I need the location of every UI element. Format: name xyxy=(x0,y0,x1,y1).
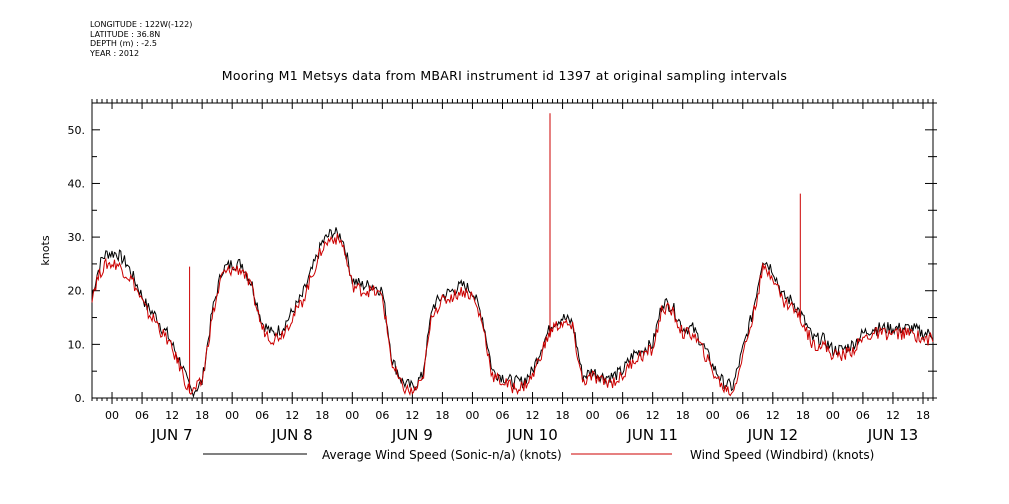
legend: Average Wind Speed (Sonic-n/a) (knots) Wi… xyxy=(203,448,874,462)
plot-frame xyxy=(91,102,934,399)
x-day-label: JUN 9 xyxy=(391,426,433,444)
x-hour-label: 12 xyxy=(405,409,419,422)
x-hour-label: 06 xyxy=(736,409,750,422)
x-hour-label: 12 xyxy=(526,409,540,422)
x-hour-label: 18 xyxy=(556,409,570,422)
x-hour-label: 12 xyxy=(646,409,660,422)
legend-label-windbird: Wind Speed (Windbird) (knots) xyxy=(690,448,874,462)
x-hour-label: 06 xyxy=(375,409,389,422)
x-day-label: JUN 11 xyxy=(626,426,677,444)
x-hour-label: 00 xyxy=(465,409,479,422)
y-tick-label: 20. xyxy=(68,285,86,298)
x-hour-label: 18 xyxy=(916,409,930,422)
x-day-label: JUN 13 xyxy=(867,426,918,444)
x-hour-label: 18 xyxy=(315,409,329,422)
x-hour-label: 18 xyxy=(796,409,810,422)
x-hour-label: 00 xyxy=(345,409,359,422)
x-day-label: JUN 7 xyxy=(151,426,193,444)
x-hour-label: 00 xyxy=(826,409,840,422)
x-hour-label: 12 xyxy=(165,409,179,422)
chart-title: Mooring M1 Metsys data from MBARI instru… xyxy=(221,68,788,83)
x-hour-label: 18 xyxy=(435,409,449,422)
metadata-longitude: LONGITUDE : 122W(-122) xyxy=(90,20,193,29)
x-hour-label: 12 xyxy=(285,409,299,422)
x-hour-label: 06 xyxy=(135,409,149,422)
x-hour-label: 06 xyxy=(255,409,269,422)
series-line-windbird xyxy=(91,113,934,397)
x-hour-label: 18 xyxy=(676,409,690,422)
x-hour-label: 06 xyxy=(495,409,509,422)
x-hour-label: 00 xyxy=(105,409,119,422)
x-hour-label: 00 xyxy=(706,409,720,422)
y-tick-label: 30. xyxy=(68,231,86,244)
x-day-label: JUN 8 xyxy=(271,426,313,444)
y-tick-label: 40. xyxy=(68,177,86,190)
metadata-block: LONGITUDE : 122W(-122) LATITUDE : 36.8N … xyxy=(90,20,192,58)
series-line-sonic xyxy=(91,227,934,399)
x-hour-label: 00 xyxy=(586,409,600,422)
x-hour-label: 06 xyxy=(856,409,870,422)
metadata-depth: DEPTH (m) : -2.5 xyxy=(90,39,157,48)
metadata-latitude: LATITUDE : 36.8N xyxy=(90,29,161,39)
legend-label-sonic: Average Wind Speed (Sonic-n/a) (knots) xyxy=(322,448,562,462)
x-day-label: JUN 12 xyxy=(747,426,798,444)
y-tick-label: 10. xyxy=(68,338,86,351)
x-hour-label: 12 xyxy=(886,409,900,422)
axis-labels: 0. 10. 20. 30. 40. 50. knots 00 06 12 18 00 06 12 18 00… xyxy=(39,124,930,444)
plot-border xyxy=(91,102,934,399)
y-axis-label: knots xyxy=(39,235,52,265)
x-hour-label: 12 xyxy=(766,409,780,422)
x-hour-label: 06 xyxy=(616,409,630,422)
x-hour-label: 00 xyxy=(225,409,239,422)
y-tick-label: 0. xyxy=(75,392,86,405)
x-day-label: JUN 10 xyxy=(506,426,557,444)
x-hour-label: 18 xyxy=(195,409,209,422)
series-layer xyxy=(91,113,934,399)
metadata-year: YEAR : 2012 xyxy=(90,48,140,58)
y-tick-label: 50. xyxy=(68,124,86,137)
axis-ticks xyxy=(91,99,937,404)
